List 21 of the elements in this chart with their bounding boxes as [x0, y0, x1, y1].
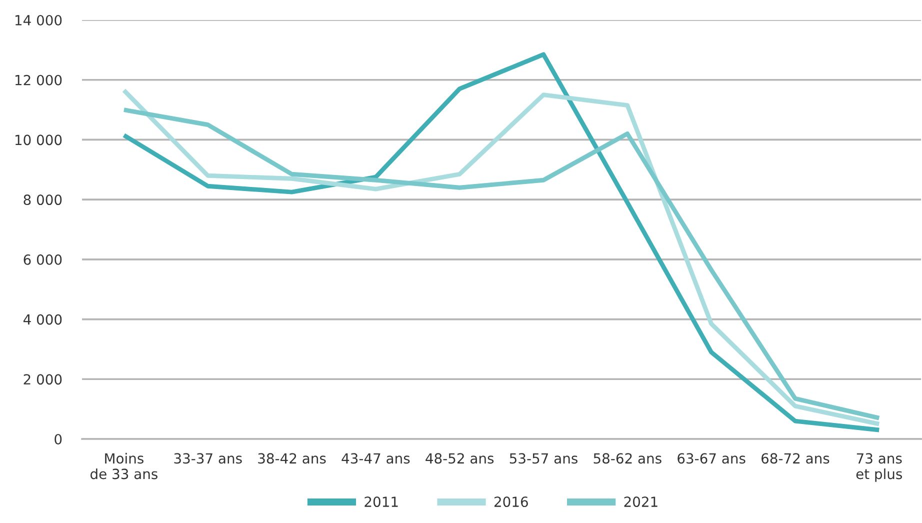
x-tick-label: 33-37 ans: [174, 453, 242, 464]
legend-label: 2021: [624, 496, 658, 508]
x-tick-label: Moins de 33 ans: [90, 452, 158, 480]
x-tick-label: 53-57 ans: [510, 453, 578, 464]
legend-label: 2011: [364, 496, 398, 508]
y-tick-label: 10 000: [15, 134, 62, 146]
x-tick-label: 63-67 ans: [678, 453, 746, 464]
x-tick-label: 38-42 ans: [258, 453, 326, 464]
legend-label: 2016: [494, 496, 528, 508]
x-tick-label: 58-62 ans: [594, 453, 662, 464]
y-tick-label: 8 000: [24, 194, 62, 206]
x-tick-label: 48-52 ans: [426, 453, 494, 464]
y-tick-label: 14 000: [15, 14, 62, 26]
y-tick-label: 6 000: [24, 254, 62, 265]
y-tick-label: 0: [54, 434, 62, 444]
y-tick-label: 12 000: [15, 74, 62, 86]
x-tick-label: 68-72 ans: [762, 453, 830, 464]
x-tick-label: 43-47 ans: [342, 453, 410, 464]
y-tick-label: 2 000: [24, 374, 62, 385]
x-tick-label: 73 ans et plus: [856, 453, 902, 482]
y-tick-label: 4 000: [23, 314, 62, 325]
